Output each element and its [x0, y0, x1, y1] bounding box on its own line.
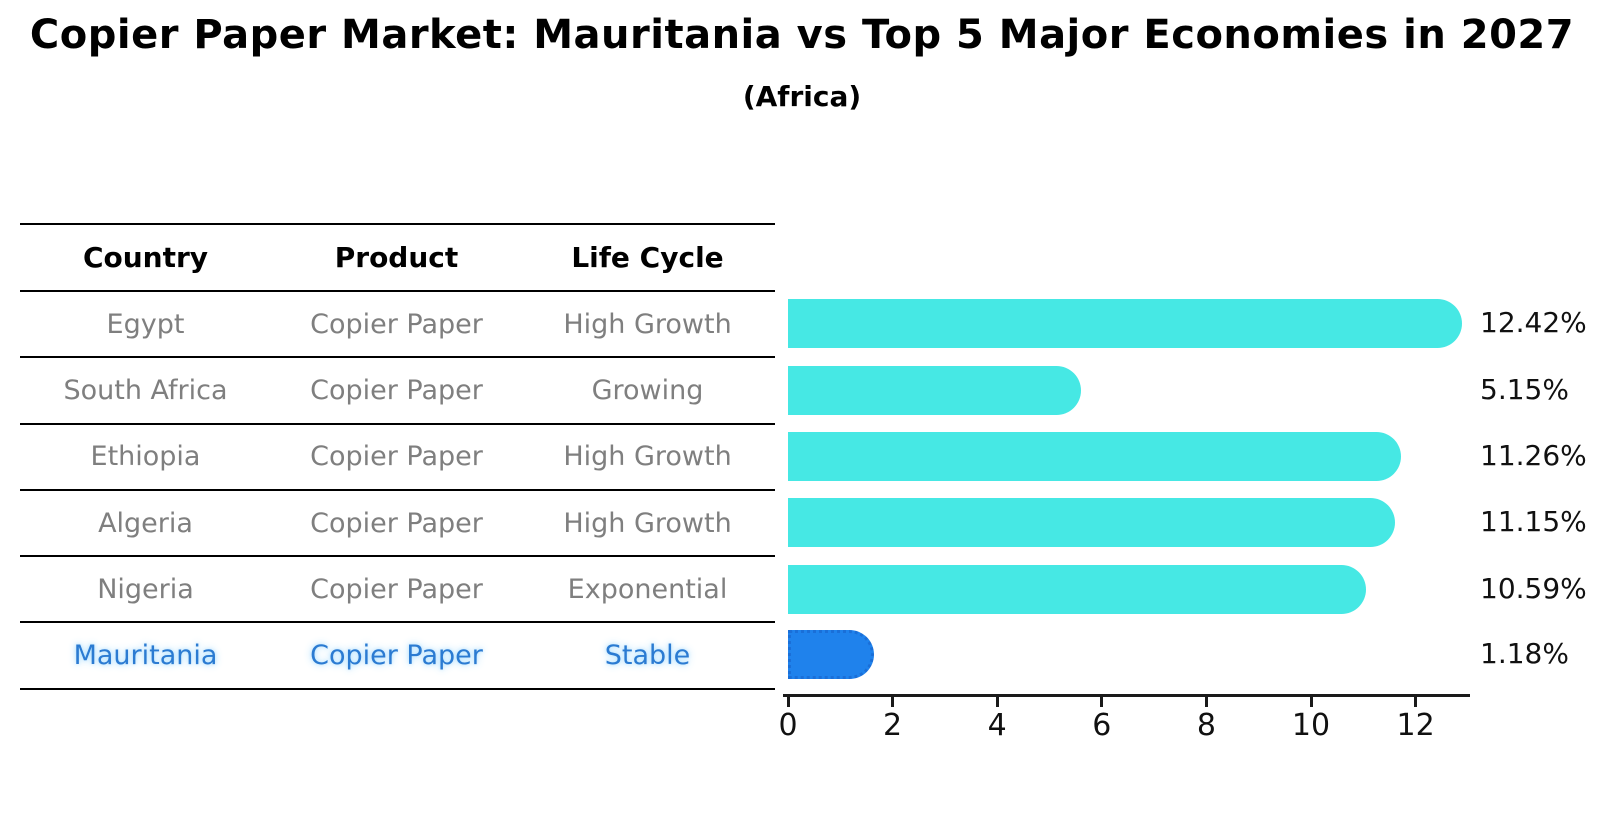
table-cell-country: Nigeria — [97, 573, 194, 605]
chart-title: Copier Paper Market: Mauritania vs Top 5… — [29, 12, 1575, 58]
x-tick-label: 6 — [1092, 708, 1112, 743]
bar-nigeria — [788, 564, 1366, 614]
table-cell-country: South Africa — [63, 374, 228, 406]
bar-value-label: 10.59% — [1480, 572, 1587, 605]
chart-subtitle: (Africa) — [742, 80, 862, 113]
x-tick-mark — [891, 696, 895, 707]
bar-algeria — [788, 497, 1396, 547]
table-row: Mauritania Copier Paper Stable — [20, 623, 775, 690]
table-cell-life-cycle: High Growth — [563, 441, 732, 473]
table-row: South Africa Copier Paper Growing — [20, 358, 775, 425]
x-tick-label: 4 — [987, 708, 1007, 743]
table-cell-product: Copier Paper — [310, 640, 483, 672]
table-cell-product: Copier Paper — [310, 573, 483, 605]
table-cell-product: Copier Paper — [310, 308, 483, 340]
x-tick-mark — [786, 696, 790, 707]
x-tick-mark — [1309, 696, 1313, 707]
bar-south-africa — [788, 365, 1082, 415]
table-cell-life-cycle: High Growth — [563, 308, 732, 340]
bar-value-label: 1.18% — [1480, 637, 1569, 670]
x-tick-label: 8 — [1196, 708, 1216, 743]
table-cell-country: Algeria — [98, 507, 193, 539]
x-tick-label: 2 — [883, 708, 903, 743]
x-tick-mark — [995, 696, 999, 707]
table-cell-product: Copier Paper — [310, 441, 483, 473]
bar-value-label: 12.42% — [1480, 306, 1587, 339]
table-row: Nigeria Copier Paper Exponential — [20, 557, 775, 624]
table-row: Algeria Copier Paper High Growth — [20, 491, 775, 558]
table-body: Egypt Copier Paper High Growth South Africa… — [20, 292, 775, 690]
table-row: Egypt Copier Paper High Growth — [20, 292, 775, 359]
x-tick-mark — [1100, 696, 1104, 707]
table-cell-life-cycle: Exponential — [567, 573, 728, 605]
table-cell-life-cycle: Stable — [604, 640, 691, 672]
column-header-product: Product — [334, 241, 459, 274]
x-tick-label: 10 — [1291, 708, 1331, 743]
table-cell-country: Egypt — [106, 308, 185, 340]
table-cell-country: Ethiopia — [90, 441, 201, 473]
table-cell-country: Mauritania — [73, 640, 218, 672]
x-tick-label: 12 — [1396, 708, 1435, 743]
x-axis-line — [783, 694, 1470, 697]
bar-ethiopia — [788, 431, 1401, 481]
bar-mauritania — [788, 629, 874, 679]
table-header-row: Country Product Life Cycle — [20, 225, 775, 292]
table-cell-product: Copier Paper — [310, 507, 483, 539]
column-header-country: Country — [82, 241, 209, 274]
bar-value-label: 11.26% — [1480, 439, 1587, 472]
table-row: Ethiopia Copier Paper High Growth — [20, 425, 775, 491]
x-tick-mark — [1204, 696, 1208, 707]
bar-value-label: 11.15% — [1480, 505, 1587, 538]
table-cell-product: Copier Paper — [310, 374, 483, 406]
x-tick-mark — [1414, 696, 1418, 707]
data-table: Country Product Life Cycle Egypt Copier P… — [20, 223, 775, 690]
table-cell-life-cycle: Growing — [591, 374, 704, 406]
x-tick-label: 0 — [778, 708, 798, 743]
table-cell-life-cycle: High Growth — [563, 507, 732, 539]
bar-value-label: 5.15% — [1480, 373, 1569, 406]
bar-egypt — [788, 298, 1462, 348]
column-header-life-cycle: Life Cycle — [571, 241, 724, 274]
